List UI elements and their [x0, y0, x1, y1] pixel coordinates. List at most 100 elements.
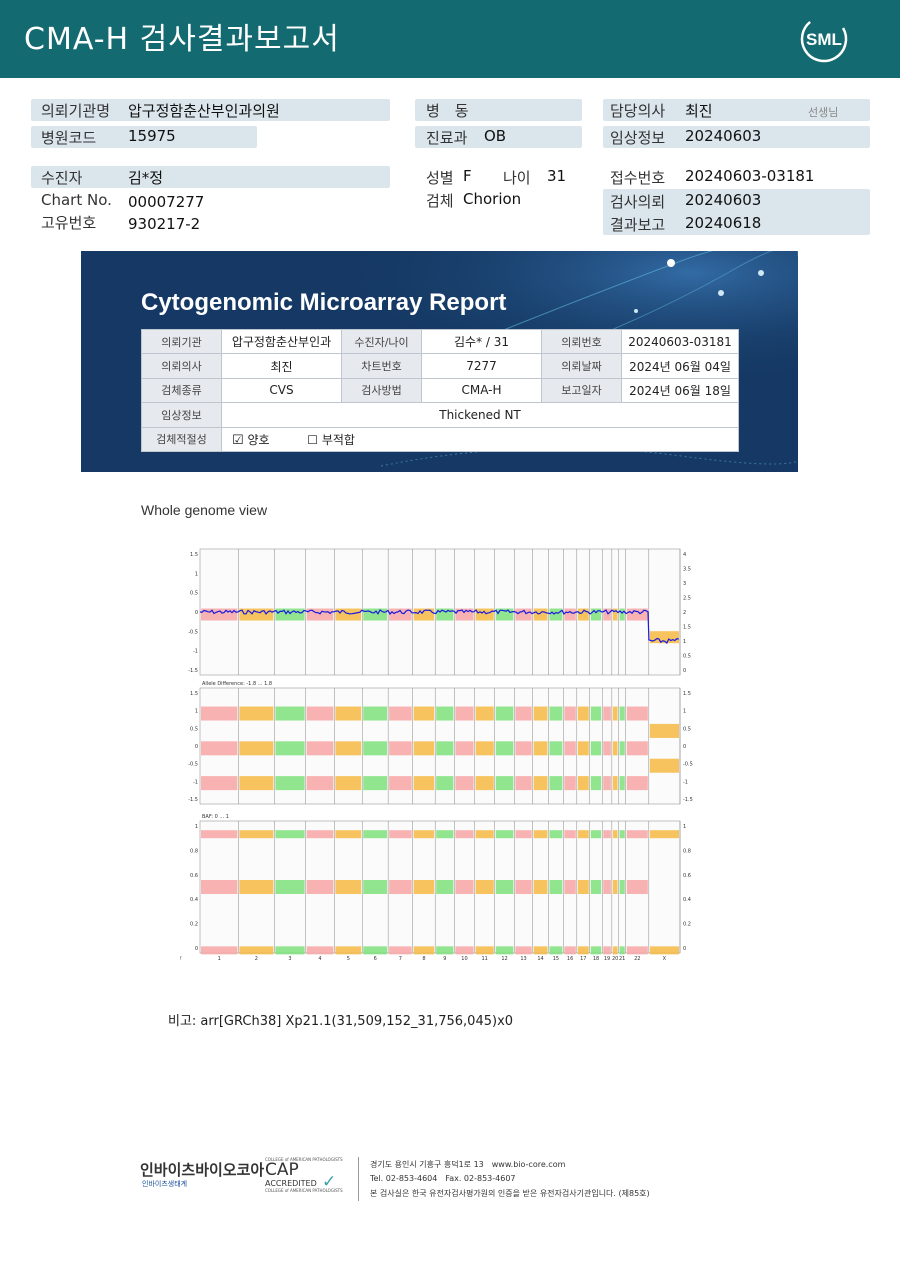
data-band — [590, 880, 602, 894]
data-band — [413, 741, 435, 756]
data-band — [495, 830, 514, 839]
adequacy-cell: ☑ 양호 ☐ 부적합 — [221, 426, 739, 452]
clinical-value: 20240603 — [685, 127, 762, 145]
data-band — [533, 946, 548, 955]
table-row: 의뢰의사 최진 차트번호 7277 의뢰날짜 2024년 06월 04일 — [141, 353, 739, 379]
doctor-value: 최진 — [685, 102, 713, 120]
checked-checkbox-icon: ☑ — [232, 432, 244, 448]
chromosome-label: 21 — [619, 956, 625, 962]
y-tick-label: -1.5 — [683, 797, 693, 803]
data-band — [590, 706, 602, 721]
table-header-cell: 검체적절성 — [141, 426, 222, 452]
data-band — [363, 946, 388, 955]
data-band — [239, 706, 274, 721]
y-tick-label: 1 — [683, 824, 686, 830]
requester-label: 의뢰기관명 — [41, 102, 111, 120]
data-band — [626, 830, 648, 839]
chromosome-label: 12 — [501, 956, 507, 962]
data-band — [577, 776, 589, 791]
chromosome-label: 6 — [374, 956, 377, 962]
chromosome-label: 1 — [218, 956, 221, 962]
requester-value: 압구정함춘산부인과의원 — [128, 102, 280, 120]
y-tick-label: -0.5 — [188, 762, 198, 768]
data-band — [275, 741, 305, 756]
y-tick-label: 0.4 — [683, 897, 691, 903]
chromosome-label: 3 — [288, 956, 291, 962]
data-band — [564, 608, 576, 621]
chromosome-label: 13 — [520, 956, 526, 962]
data-band — [201, 830, 238, 839]
adequacy-bad-label: 부적합 — [321, 432, 355, 447]
y-tick-label: 0.6 — [190, 873, 198, 879]
data-band — [335, 706, 362, 721]
lab-address: 경기도 용인시 기흥구 흥덕1로 13 www.bio-core.com — [370, 1160, 566, 1169]
age-label: 나이 — [503, 169, 531, 187]
data-band — [590, 776, 602, 791]
data-band — [239, 776, 274, 791]
data-band — [455, 741, 474, 756]
data-band — [335, 776, 362, 791]
data-band — [626, 946, 648, 955]
data-band — [612, 741, 618, 756]
data-band — [533, 776, 548, 791]
data-band — [619, 706, 625, 721]
cma-report-banner: Cytogenomic Microarray Report 의뢰기관 압구정함춘… — [81, 251, 798, 472]
data-band — [612, 608, 618, 621]
lab-certification: 본 검사실은 한국 유전자검사평가원의 인증을 받은 유전자검사기관입니다. (… — [370, 1189, 650, 1198]
data-band — [590, 741, 602, 756]
data-band — [626, 880, 648, 894]
table-header-cell: 수진자/나이 — [341, 328, 422, 355]
dept-value: OB — [484, 127, 507, 145]
y-tick-label: 1 — [195, 824, 198, 830]
patient-label: 수진자 — [41, 169, 83, 187]
y-tick-label: -1 — [683, 779, 688, 785]
chromosome-label: 5 — [347, 956, 350, 962]
data-band — [549, 706, 563, 721]
data-band — [436, 776, 454, 791]
y-tick-label: 1 — [195, 709, 198, 715]
table-row: 의뢰기관 압구정함춘산부인과 수진자/나이 김수* / 31 의뢰번호 2024… — [141, 328, 739, 355]
data-band — [239, 880, 274, 894]
chromosome-label: 16 — [567, 956, 573, 962]
unique-value: 930217-2 — [128, 215, 201, 233]
data-band — [239, 608, 274, 621]
data-band — [455, 776, 474, 791]
patient-value: 김*정 — [128, 169, 164, 187]
data-band — [275, 608, 305, 621]
divider — [358, 1157, 359, 1201]
data-band — [577, 608, 589, 621]
data-band — [335, 830, 362, 839]
data-band — [626, 776, 648, 791]
data-band — [413, 776, 435, 791]
data-band — [533, 741, 548, 756]
chromosome-label: Y — [180, 956, 182, 962]
data-band — [413, 706, 435, 721]
y-tick-label: 0.6 — [683, 873, 691, 879]
table-cell: 20240603-03181 — [621, 328, 739, 355]
data-band — [549, 946, 563, 955]
data-band — [239, 830, 274, 839]
baf-label: BAF: 0 ... 1 — [202, 814, 229, 820]
table-cell: 7277 — [421, 353, 542, 379]
data-band — [436, 880, 454, 894]
sex-value: F — [463, 167, 472, 185]
y-tick-label: 2.5 — [683, 596, 691, 602]
data-band — [201, 608, 238, 621]
data-band — [475, 830, 494, 839]
data-band — [549, 776, 563, 791]
data-band — [413, 830, 435, 839]
data-band — [335, 946, 362, 955]
y-tick-label: -0.5 — [188, 629, 198, 635]
chromosome-label: 7 — [399, 956, 402, 962]
data-band — [515, 830, 532, 839]
data-band — [626, 706, 648, 721]
genome-view-title: Whole genome view — [141, 502, 268, 518]
chromosome-label: 11 — [481, 956, 487, 962]
data-band — [533, 608, 548, 621]
data-band — [475, 706, 494, 721]
sex-label: 성별 — [426, 169, 454, 187]
data-band — [335, 608, 362, 621]
y-tick-label: 2 — [683, 610, 686, 616]
data-band — [549, 608, 563, 621]
data-band — [515, 776, 532, 791]
